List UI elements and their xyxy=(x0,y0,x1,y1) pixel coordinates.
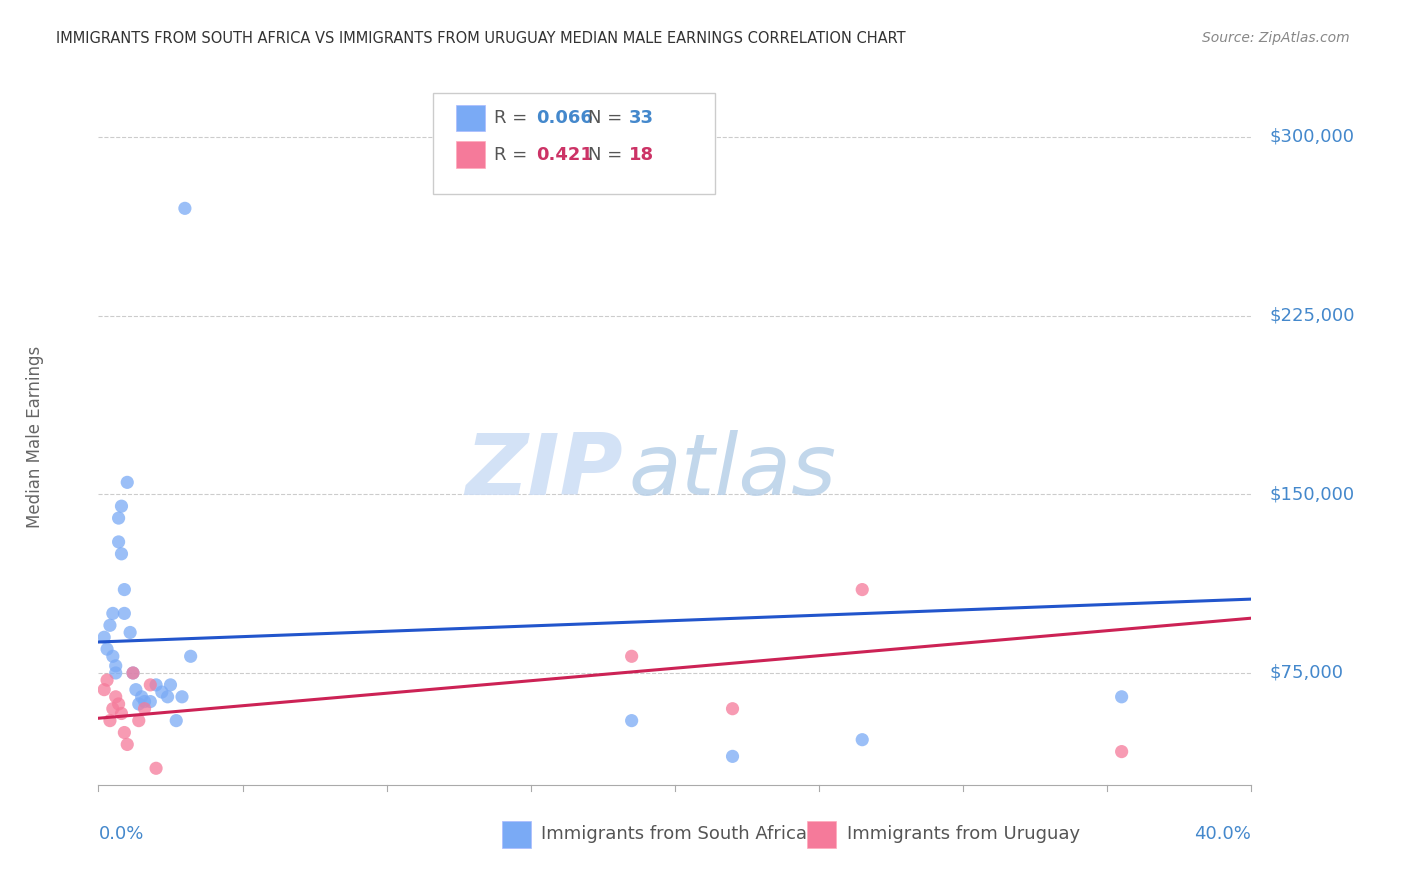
Point xyxy=(721,749,744,764)
Point xyxy=(110,547,132,561)
Point xyxy=(851,582,873,597)
Point xyxy=(104,658,127,673)
Point xyxy=(165,714,187,728)
Point xyxy=(98,714,121,728)
Text: R =: R = xyxy=(494,145,533,163)
Text: atlas: atlas xyxy=(628,430,837,514)
Point xyxy=(122,665,145,680)
Text: 0.066: 0.066 xyxy=(537,109,593,127)
Text: Immigrants from Uruguay: Immigrants from Uruguay xyxy=(846,825,1080,843)
Text: 0.421: 0.421 xyxy=(537,145,593,163)
Point xyxy=(131,690,153,704)
Point xyxy=(104,665,127,680)
Point xyxy=(170,690,193,704)
Point xyxy=(93,630,115,644)
Point xyxy=(117,475,138,490)
Point xyxy=(117,738,138,752)
Point xyxy=(1111,745,1133,759)
Point xyxy=(134,695,156,709)
Text: Source: ZipAtlas.com: Source: ZipAtlas.com xyxy=(1202,31,1350,45)
Text: N =: N = xyxy=(588,109,628,127)
Text: N =: N = xyxy=(588,145,628,163)
Point xyxy=(159,678,181,692)
FancyBboxPatch shape xyxy=(456,104,485,131)
Point xyxy=(851,732,873,747)
Text: 18: 18 xyxy=(628,145,654,163)
Point xyxy=(112,607,135,621)
Point xyxy=(110,499,132,513)
Point xyxy=(139,678,162,692)
Point xyxy=(104,690,127,704)
Text: 0.0%: 0.0% xyxy=(98,825,143,843)
FancyBboxPatch shape xyxy=(502,822,530,847)
Point xyxy=(96,642,118,657)
FancyBboxPatch shape xyxy=(456,141,485,168)
Point xyxy=(98,618,121,632)
Point xyxy=(107,697,129,711)
Point xyxy=(120,625,142,640)
Text: ZIP: ZIP xyxy=(465,430,623,514)
Point xyxy=(107,511,129,525)
Point xyxy=(125,682,148,697)
Point xyxy=(101,607,124,621)
Point xyxy=(128,714,150,728)
Text: $225,000: $225,000 xyxy=(1270,307,1355,325)
Point xyxy=(112,725,135,739)
Point xyxy=(101,702,124,716)
Text: $300,000: $300,000 xyxy=(1270,128,1355,146)
Point xyxy=(110,706,132,721)
Point xyxy=(96,673,118,687)
Point xyxy=(101,649,124,664)
Point xyxy=(128,697,150,711)
Point xyxy=(145,761,167,775)
Point xyxy=(180,649,202,664)
Point xyxy=(112,582,135,597)
Point xyxy=(139,695,162,709)
FancyBboxPatch shape xyxy=(807,822,837,847)
Point xyxy=(1111,690,1133,704)
Text: $75,000: $75,000 xyxy=(1270,664,1344,682)
Text: 40.0%: 40.0% xyxy=(1195,825,1251,843)
Text: 33: 33 xyxy=(628,109,654,127)
Point xyxy=(620,649,643,664)
Text: R =: R = xyxy=(494,109,533,127)
Point xyxy=(93,682,115,697)
Text: Median Male Earnings: Median Male Earnings xyxy=(25,346,44,528)
Text: IMMIGRANTS FROM SOUTH AFRICA VS IMMIGRANTS FROM URUGUAY MEDIAN MALE EARNINGS COR: IMMIGRANTS FROM SOUTH AFRICA VS IMMIGRAN… xyxy=(56,31,905,46)
Text: $150,000: $150,000 xyxy=(1270,485,1355,503)
Point xyxy=(620,714,643,728)
Point xyxy=(721,702,744,716)
Point xyxy=(156,690,179,704)
Text: Immigrants from South Africa: Immigrants from South Africa xyxy=(541,825,807,843)
Point xyxy=(145,678,167,692)
Point xyxy=(134,702,156,716)
Point xyxy=(174,202,197,216)
Point xyxy=(150,685,173,699)
FancyBboxPatch shape xyxy=(433,93,716,194)
Point xyxy=(107,535,129,549)
Point xyxy=(122,665,145,680)
